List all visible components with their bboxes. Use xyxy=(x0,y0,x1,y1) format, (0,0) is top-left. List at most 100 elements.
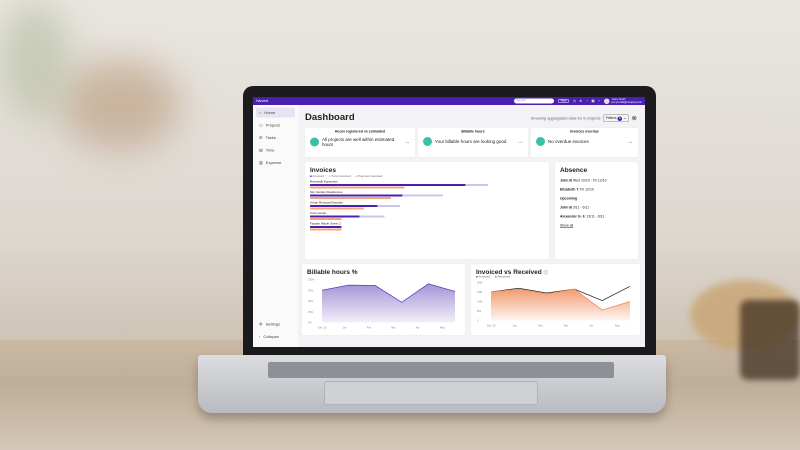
search-icon[interactable]: ⌕ xyxy=(598,99,601,103)
keyboard xyxy=(268,362,614,378)
kpi-text: Your billable hours are looking good xyxy=(435,139,507,144)
sidebar-item-home[interactable]: ⌂ Home xyxy=(256,107,295,118)
grid-icon[interactable]: ▦ xyxy=(591,99,595,104)
arrow-right-icon[interactable]: → xyxy=(404,139,411,145)
status-dot-icon xyxy=(536,137,545,146)
kpi-title: Invoices overdue xyxy=(570,130,599,134)
sidebar: ⌂ Home ▭ Projects ☰ Tasks ▤ Time ▥ Expense ⚙ S… xyxy=(253,105,298,347)
top-bar: Harvest Search Help ◷ ✲ ◔ ▦ ⌕ Jenny Smit… xyxy=(253,97,645,105)
bar-received xyxy=(310,207,364,210)
absence-title: Absence xyxy=(560,166,588,174)
filters-label: Filters xyxy=(605,115,617,120)
legend-label: To be invoiced xyxy=(331,175,351,178)
absence-dates: 3/11 - 6/11 xyxy=(572,206,590,210)
invoice-project-row[interactable]: Facade Wayfe Street 2 xyxy=(310,223,544,231)
bar-received xyxy=(310,228,342,231)
y-tick-label: 50% xyxy=(308,300,314,303)
invoice-project-row[interactable]: Sky Garden Residences xyxy=(310,191,544,199)
receipt-icon: ▥ xyxy=(259,160,263,165)
info-icon[interactable]: ⓘ xyxy=(543,270,549,275)
arrow-right-icon[interactable]: → xyxy=(517,138,524,145)
status-dot-icon xyxy=(310,137,319,147)
show-all-link[interactable]: Show all xyxy=(560,224,574,228)
kpi-hours-card[interactable]: Hours registered vs estimated All projec… xyxy=(305,128,415,157)
user-email: jenny.smith@company.com xyxy=(611,101,642,104)
invoices-card: Invoices ■ Invoiced ■ To be invoiced ■ P… xyxy=(305,162,549,259)
legend-invoiced: ■ Invoiced xyxy=(310,175,324,178)
aggregate-bar: Showing aggregated data for 5 projects F… xyxy=(531,114,637,122)
sidebar-item-tasks[interactable]: ☰ Tasks xyxy=(256,133,295,143)
invoices-bars: Riverwalk Expansion Sky Garden Residence… xyxy=(310,181,544,231)
x-tick-label: Apr xyxy=(416,327,420,330)
bar-to-be-invoiced xyxy=(377,205,400,207)
sidebar-item-label: Expense xyxy=(265,160,282,165)
kpi-title: Hours registered vs estimated xyxy=(334,130,386,134)
help-button[interactable]: Help xyxy=(558,99,570,103)
avatar[interactable] xyxy=(604,98,610,104)
kpi-overdue-card[interactable]: Invoices overdue No overdue invoices → xyxy=(531,128,638,157)
clock-icon[interactable]: ◷ xyxy=(572,99,576,104)
gear-icon[interactable]: ✲ xyxy=(579,99,583,104)
invoice-project-row[interactable]: Riverwalk Expansion xyxy=(310,181,544,189)
user-name: Jenny Smith xyxy=(611,98,626,101)
bar-to-be-invoiced xyxy=(359,215,385,218)
billable-hours-chart: 0% 25% 50% 75% 100% Dec '23 Jan Feb Mar Apr May xyxy=(308,279,456,330)
kpi-title: Billable hours xyxy=(461,130,485,134)
invoice-project-row[interactable]: Civic Center xyxy=(310,212,544,220)
legend-label: Invoiced xyxy=(478,275,490,279)
upcoming-heading: Upcoming xyxy=(560,197,633,201)
sidebar-item-settings[interactable]: ⚙ Settings xyxy=(256,319,295,329)
y-tick-label: 100% xyxy=(308,279,315,282)
kpi-billable-card[interactable]: Billable hours Your billable hours are l… xyxy=(418,128,528,157)
calendar-icon: ▤ xyxy=(259,147,263,153)
series-line xyxy=(490,288,631,311)
billable-chart-card: Billable hours % 0% 25% 50% 75% 100% Dec '23 J… xyxy=(302,264,465,335)
filters-button[interactable]: Filters 1 ⌄ xyxy=(603,114,630,122)
sidebar-item-projects[interactable]: ▭ Projects xyxy=(256,120,295,130)
bar-received xyxy=(310,186,405,189)
chart-title: Invoiced vs Received xyxy=(476,268,542,276)
bell-icon[interactable]: ◔ xyxy=(585,99,588,103)
home-icon: ⌂ xyxy=(259,110,262,115)
absence-dates: Fri 12/10 xyxy=(580,188,594,192)
x-tick-label: Mar xyxy=(391,327,395,330)
project-name: Riverwalk Expansion xyxy=(310,180,338,184)
y-tick-label: 50k xyxy=(477,310,482,313)
sidebar-item-label: Tasks xyxy=(265,135,276,140)
sidebar-item-label: Projects xyxy=(265,122,281,128)
absence-name: Elizabeth T. xyxy=(560,188,580,192)
invoice-project-row[interactable]: Urban Renewal Eastside xyxy=(310,202,544,210)
absence-name: Alexander G. F. xyxy=(560,215,586,219)
sidebar-item-expense[interactable]: ▥ Expense xyxy=(256,158,295,168)
invoices-legend: ■ Invoiced ■ To be invoiced ■ Payment re… xyxy=(310,175,544,178)
kpi-text: All projects are well within estimated h… xyxy=(322,137,395,147)
settings-circle-icon[interactable]: ⊗ xyxy=(631,114,637,122)
project-name: Civic Center xyxy=(310,212,327,215)
invoiced-vs-received-chart: 0 50k 100k 150k 200k Dec '23 Jan Feb Mar Apr May xyxy=(477,282,631,328)
bar-invoiced xyxy=(310,205,378,207)
coffee-glass xyxy=(740,300,800,380)
laptop-screen: Harvest Search Help ◷ ✲ ◔ ▦ ⌕ Jenny Smit… xyxy=(253,97,645,347)
x-tick-label: Jan xyxy=(513,325,518,328)
series-line xyxy=(321,283,456,303)
area-fill xyxy=(491,289,630,321)
arrow-right-icon[interactable]: → xyxy=(627,138,634,145)
sidebar-item-label: Home xyxy=(264,110,276,115)
legend-received: ■ Payment received xyxy=(355,175,383,178)
y-tick-label: 75% xyxy=(308,289,314,292)
sidebar-item-label: Time xyxy=(265,147,275,153)
bar-invoiced xyxy=(310,194,403,197)
page-title: Dashboard xyxy=(305,112,355,123)
absence-entry: Alexander G. F. 13/11 - 6/11 xyxy=(560,215,633,219)
legend-to-be-invoiced: ■ To be invoiced xyxy=(328,175,351,178)
absence-card: Absence John B Wed 10/10 - Fri 12/10 Eli… xyxy=(555,162,638,259)
aggregate-text: Showing aggregated data for 5 projects xyxy=(530,115,601,121)
x-tick-label: Jan xyxy=(342,327,347,330)
user-info[interactable]: Jenny Smith jenny.smith@company.com xyxy=(612,98,642,104)
search-input[interactable]: Search xyxy=(514,98,555,104)
project-name: Facade Wayfe Street 2 xyxy=(310,222,341,226)
background-plant xyxy=(0,0,70,120)
sidebar-item-time[interactable]: ▤ Time xyxy=(256,145,295,155)
chevron-left-icon: ‹ xyxy=(259,334,261,339)
collapse-button[interactable]: ‹ Collapse xyxy=(256,332,295,342)
